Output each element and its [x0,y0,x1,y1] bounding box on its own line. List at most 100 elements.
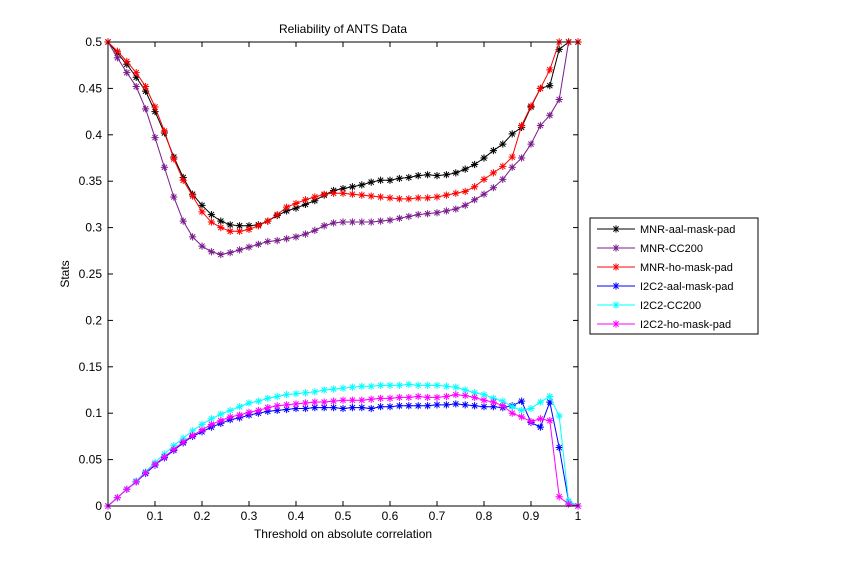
data-point [405,212,413,221]
data-point [471,196,479,204]
data-point [226,406,234,415]
data-point [320,386,328,394]
data-point [358,382,366,390]
series-MNR-CC200 [104,38,582,259]
data-point [386,403,394,411]
data-point [151,133,159,142]
x-tick-label: 0.3 [241,509,258,523]
data-point [442,191,450,199]
data-point [489,184,497,192]
data-point [283,405,291,414]
data-point [367,404,375,413]
data-point [198,208,206,216]
data-point [273,402,281,410]
data-point [546,82,554,90]
data-point [245,408,253,416]
data-point [555,45,563,54]
data-point [330,189,338,197]
x-tick-label: 0.6 [382,509,399,523]
data-point [414,402,422,410]
data-point [433,193,441,201]
data-point [320,404,328,412]
data-point [254,240,262,248]
data-point [348,183,356,191]
data-point [245,222,253,230]
data-point [283,235,291,243]
y-tick-label: 0.25 [79,267,103,281]
data-point [236,246,244,254]
data-point [283,401,291,409]
y-tick-label: 0.3 [85,221,102,235]
data-point [480,154,488,162]
data-point [264,237,272,246]
data-point [424,171,432,179]
data-point [311,388,319,396]
data-point [452,400,460,408]
data-point [367,382,375,390]
data-point [226,221,234,229]
data-point [461,165,469,173]
legend-label: I2C2-CC200 [640,300,701,312]
x-tick-label: 0 [105,509,112,523]
legend-marker [612,244,620,252]
x-tick-label: 0.5 [335,509,352,523]
legend-box [589,217,759,335]
data-point [339,189,347,197]
data-point [546,398,554,406]
data-point [301,404,309,413]
data-point [433,172,441,180]
data-point [273,211,281,219]
data-point [471,389,479,397]
data-point [311,193,319,201]
data-point [330,404,338,412]
data-point [367,395,375,403]
data-point [142,87,150,95]
data-point [320,398,328,406]
data-point [179,438,187,446]
data-point [292,390,300,398]
x-tick-label: 0.2 [194,509,211,523]
data-point [499,175,507,183]
data-point [471,393,479,402]
data-point [405,402,413,410]
legend-label: I2C2-ho-mask-pad [640,319,731,331]
data-point [527,404,535,413]
data-point [489,394,497,402]
data-point [160,127,168,135]
data-point [414,211,422,219]
data-point [320,222,328,230]
data-point [442,401,450,409]
data-point [179,217,187,225]
data-point [189,427,197,435]
data-point [405,393,413,402]
data-point [508,153,516,161]
data-point [142,82,150,91]
x-tick-label: 0.4 [288,509,305,523]
y-axis-label: Stats [58,260,72,287]
data-point [254,397,262,405]
data-point [330,219,338,227]
data-point [527,140,535,148]
data-point [395,214,403,222]
data-point [170,155,178,163]
y-tick-label: 0.15 [79,360,103,374]
data-point [433,401,441,409]
data-point [132,69,140,77]
data-point [518,397,526,405]
data-point [348,404,356,412]
y-tick-label: 0.35 [79,174,103,188]
data-point [499,397,507,405]
data-point [236,411,244,419]
data-point [386,394,394,402]
data-point [386,381,394,389]
data-point [433,393,441,402]
data-point [132,73,140,81]
legend: MNR-aal-mask-pad MNR-CC200 MNR-ho-mask-pad… [589,217,759,335]
data-point [254,222,262,230]
data-point [461,391,469,400]
data-point [311,226,319,234]
legend-item: I2C2-CC200 [597,300,701,312]
data-point [555,493,563,501]
data-point [113,47,121,55]
data-point [414,172,422,180]
